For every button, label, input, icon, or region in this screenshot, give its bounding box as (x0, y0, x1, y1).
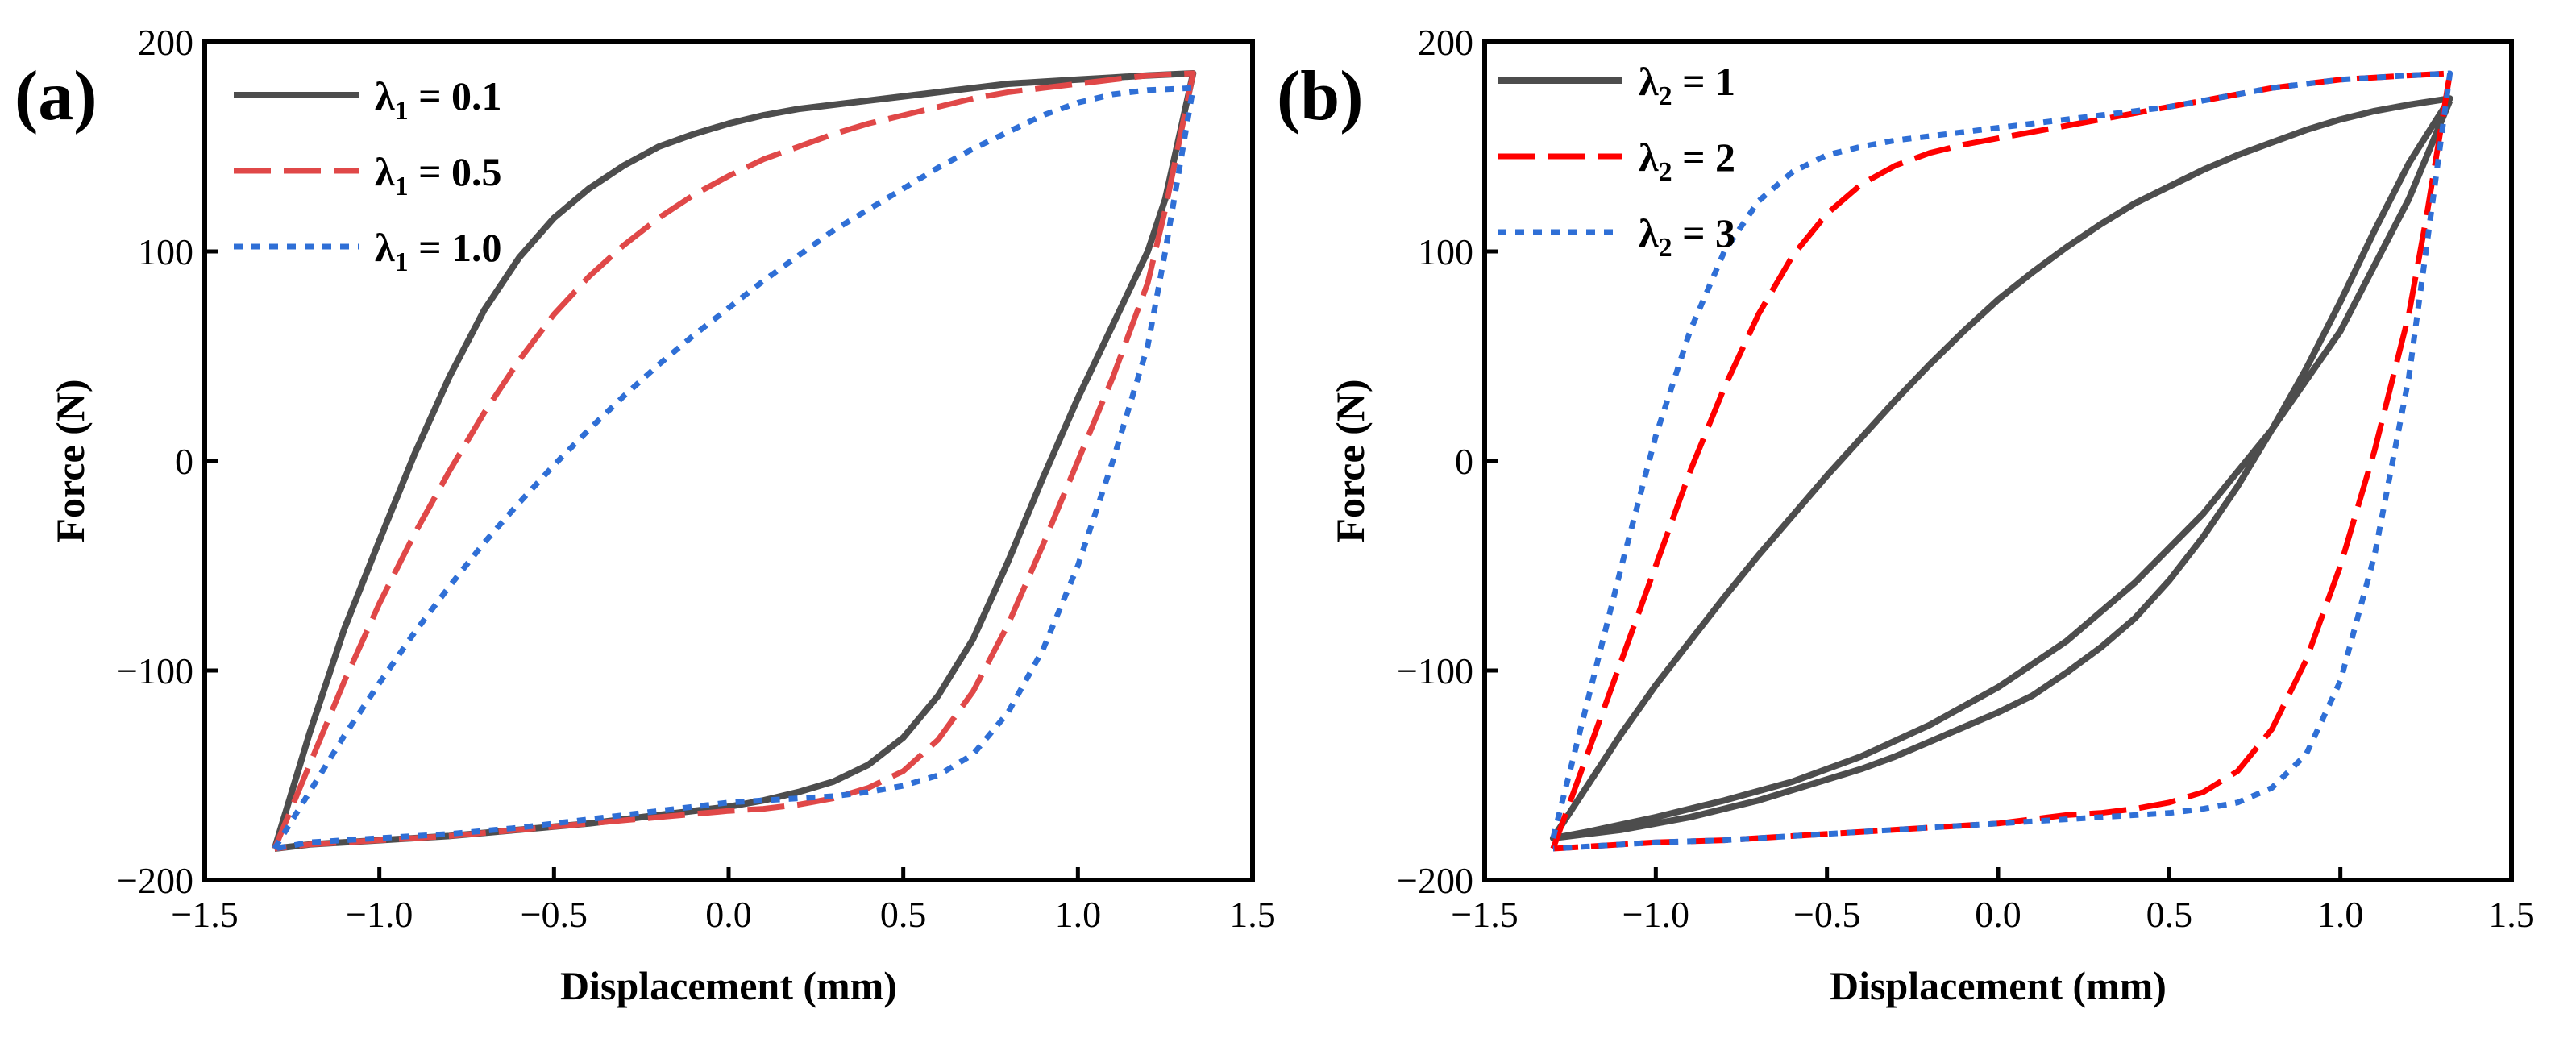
x-tick-label: −1.0 (346, 894, 413, 935)
series-line-3 (272, 85, 1196, 852)
y-axis-title: Force (N) (48, 379, 93, 542)
legend-label: λ2 = 2 (1639, 135, 1735, 187)
x-tick-label: 1.5 (1229, 894, 1276, 935)
x-tick-label: −0.5 (1793, 894, 1860, 935)
x-tick-label: −1.5 (1451, 894, 1518, 935)
y-tick-label: 0 (1455, 441, 1473, 482)
x-tick-label: 0.5 (2146, 894, 2193, 935)
panel-label: (b) (1277, 57, 1364, 135)
x-tick-label: 0.0 (705, 894, 752, 935)
y-tick-label: −200 (1397, 860, 1473, 901)
x-tick-label: 0.0 (1975, 894, 2021, 935)
panel-a: −1.5 −1.0 −0.5 0.0 0.5 1.0 1.5 −200 −100 0 100 200 D… (15, 22, 1276, 1008)
x-tick-label: 1.0 (1055, 894, 1102, 935)
y-tick-label: −100 (117, 650, 193, 691)
legend: λ2 = 1 λ2 = 2 λ2 = 3 (1498, 59, 1735, 263)
legend-label: λ1 = 1.0 (375, 225, 502, 277)
x-tick-label: −1.5 (171, 894, 238, 935)
x-tick-label: 1.5 (2488, 894, 2535, 935)
y-tick-label: −100 (1397, 650, 1473, 691)
plot-frame (202, 39, 1255, 882)
x-axis-title: Displacement (mm) (1830, 963, 2167, 1008)
y-tick-label: 200 (138, 22, 193, 63)
legend: λ1 = 0.1 λ1 = 0.5 λ1 = 1.0 (234, 73, 502, 277)
legend-label: λ2 = 1 (1639, 59, 1735, 111)
legend-label: λ1 = 0.5 (375, 149, 502, 201)
series-line-1 (1549, 95, 2453, 841)
legend-label: λ2 = 3 (1639, 210, 1735, 263)
y-tick-label: 100 (138, 231, 193, 272)
y-tick-label: −200 (117, 860, 193, 901)
y-tick-label: 200 (1418, 22, 1473, 63)
y-tick-label: 100 (1418, 231, 1473, 272)
x-tick-label: 0.5 (880, 894, 927, 935)
x-tick-label: −0.5 (521, 894, 588, 935)
y-axis-title: Force (N) (1327, 379, 1373, 542)
series-line-3 (1550, 70, 2453, 852)
panel-b: −1.5 −1.0 −0.5 0.0 0.5 1.0 1.5 −200 −100 0 100 200 D… (1277, 22, 2535, 1008)
legend-label: λ1 = 0.1 (375, 73, 502, 126)
panel-label: (a) (15, 57, 98, 135)
x-axis-title: Displacement (mm) (560, 963, 897, 1008)
x-tick-label: 1.0 (2317, 894, 2364, 935)
y-tick-label: 0 (175, 441, 193, 482)
series-line-2 (272, 70, 1196, 852)
x-tick-label: −1.0 (1622, 894, 1689, 935)
